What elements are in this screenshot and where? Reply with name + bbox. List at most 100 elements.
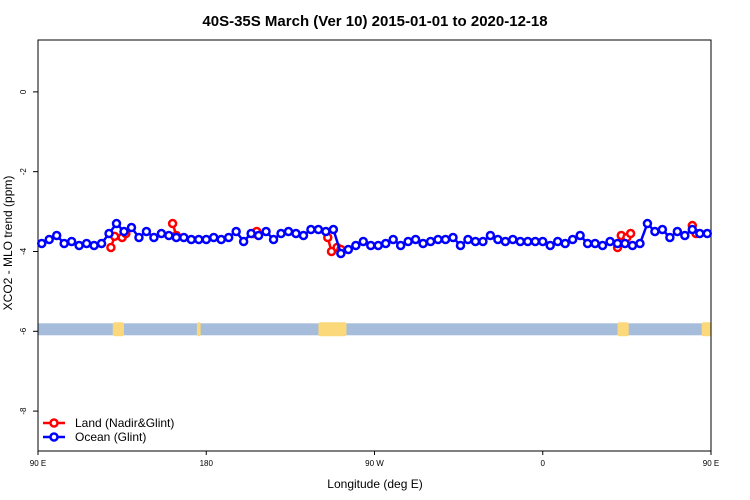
legend-ocean-label: Ocean (Glint): [75, 430, 146, 444]
legend-ocean-marker: [49, 432, 59, 442]
ocean-point: [96, 238, 107, 249]
ocean-point: [51, 230, 62, 241]
ocean-point: [246, 228, 256, 239]
ocean-point: [560, 238, 570, 249]
ocean-point: [149, 232, 159, 243]
ocean-point: [552, 236, 563, 247]
ocean-point: [650, 226, 660, 237]
ocean-strip: [38, 323, 711, 336]
ocean-point: [418, 238, 428, 249]
ocean-point: [493, 234, 503, 245]
ocean-point: [448, 232, 458, 243]
x-tick-label: 180: [200, 459, 214, 468]
ocean-point: [410, 234, 421, 245]
ocean-point: [612, 238, 623, 249]
x-axis-label: Longitude (deg E): [327, 477, 422, 491]
ocean-point: [186, 234, 197, 245]
land-segment: [318, 322, 347, 337]
ocean-point: [66, 236, 77, 247]
y-tick-label: 0: [19, 89, 28, 94]
ocean-point: [515, 236, 526, 247]
ocean-point: [523, 236, 533, 247]
ocean-point: [328, 224, 339, 235]
x-tick-label: 90 E: [30, 459, 46, 468]
ocean-point: [336, 248, 346, 259]
ocean-point: [366, 240, 376, 251]
ocean-point: [111, 218, 122, 229]
ocean-point: [582, 238, 593, 249]
ocean-point: [470, 236, 481, 247]
ocean-point: [59, 238, 69, 249]
ocean-point: [119, 226, 129, 237]
ocean-point: [433, 234, 443, 245]
x-tick-label: 0: [541, 459, 546, 468]
ocean-point: [351, 240, 361, 251]
ocean-point: [253, 230, 264, 241]
ocean-point: [605, 236, 615, 247]
x-tick-label: 90 W: [365, 459, 384, 468]
ocean-point: [380, 238, 391, 249]
ocean-point: [358, 236, 369, 247]
ocean-point: [508, 234, 518, 245]
ocean-point: [538, 236, 548, 247]
ocean-point: [134, 232, 144, 243]
ocean-point: [440, 234, 451, 245]
ocean-point: [321, 226, 331, 237]
ocean-point: [425, 236, 436, 247]
y-axis-label: XCO2 - MLO trend (ppm): [1, 176, 15, 311]
ocean-point: [485, 230, 496, 241]
ocean-point: [395, 240, 406, 251]
ocean-point: [597, 240, 608, 251]
ocean-point: [179, 232, 189, 243]
legend-land-label: Land (Nadir&Glint): [75, 416, 174, 430]
ocean-point: [680, 230, 690, 241]
ocean-point: [567, 234, 578, 245]
ocean-point: [620, 238, 630, 249]
ocean-point: [313, 224, 324, 235]
ocean-point: [171, 232, 182, 243]
land-point: [106, 242, 116, 253]
ocean-point: [44, 234, 54, 245]
ocean-point: [298, 230, 309, 241]
ocean-point: [403, 236, 413, 247]
ocean-point: [261, 226, 271, 237]
ocean-point: [201, 234, 211, 245]
ocean-point: [635, 238, 645, 249]
ocean-point: [702, 228, 713, 239]
y-tick-label: -8: [19, 407, 28, 415]
ocean-point: [238, 236, 249, 247]
ocean-point: [89, 240, 99, 251]
ocean-point: [74, 240, 84, 251]
ocean-point: [156, 228, 167, 239]
ocean-point: [208, 232, 219, 243]
ocean-point: [276, 228, 286, 239]
ocean-point: [291, 228, 301, 239]
ocean-point: [306, 224, 316, 235]
y-tick-label: -6: [19, 327, 28, 335]
ocean-point: [695, 228, 705, 239]
ocean-point: [665, 232, 675, 243]
ocean-point: [223, 232, 234, 243]
land-segment: [701, 322, 711, 337]
ocean-point: [283, 226, 294, 237]
chart-title: 40S-35S March (Ver 10) 2015-01-01 to 202…: [202, 13, 547, 30]
ocean-point: [373, 240, 383, 251]
x-tick-label: 90 E: [703, 459, 719, 468]
ocean-point: [231, 226, 241, 237]
ocean-point: [672, 226, 683, 237]
ocean-point: [478, 236, 488, 247]
ocean-point: [343, 244, 354, 255]
land-segment: [617, 322, 629, 337]
ocean-point: [36, 238, 47, 249]
land-segment: [196, 322, 201, 337]
ocean-point: [388, 234, 398, 245]
ocean-point: [104, 228, 114, 239]
ocean-point: [126, 222, 137, 233]
y-tick-label: -4: [19, 247, 28, 255]
ocean-point: [500, 236, 511, 247]
ocean-point: [455, 240, 466, 251]
ocean-point: [590, 238, 600, 249]
ocean-point: [216, 234, 226, 245]
legend: Land (Nadir&Glint)Ocean (Glint): [43, 416, 174, 444]
